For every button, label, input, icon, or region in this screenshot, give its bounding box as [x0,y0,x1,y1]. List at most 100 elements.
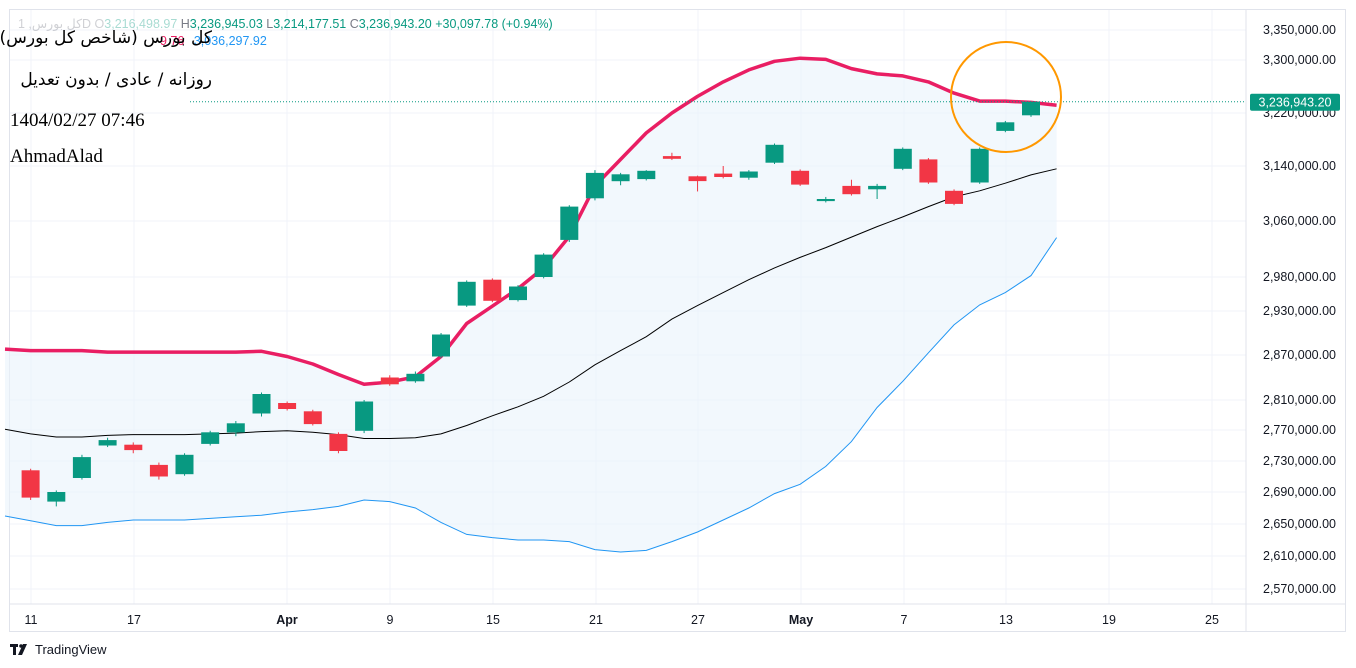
candle-26 [662,152,681,161]
candle-body [72,457,91,478]
time-tick-label: 11 [25,613,38,627]
time-tick-label: 25 [1205,613,1219,627]
candle-body [329,433,348,451]
bollinger-legend: 9.76 3,036,297.92 [160,34,267,48]
candle-body [278,403,297,409]
candle-37 [945,189,963,206]
price-tag-label: 3,236,943.20 [1259,95,1332,109]
time-tick-label: May [789,613,813,627]
candle-24 [611,172,630,186]
candle-30 [765,143,784,165]
candle-body [534,254,553,277]
candle-body [585,172,604,199]
bollinger-upper-value: 9.76 [160,34,185,48]
candle-1 [21,468,40,500]
candle-33 [842,179,861,196]
candle-body [996,122,1015,131]
time-tick-label: 17 [127,613,141,627]
candle-body [637,170,656,180]
candle-19 [483,278,502,303]
last-price-tag: 3,236,943.20 [1250,93,1340,111]
tradingview-logo-icon [10,643,27,655]
candle-12 [303,409,322,426]
author-line: AhmadAlad [10,146,103,167]
close-label: C [349,17,359,31]
price-tick-label: 2,980,000.00 [1263,270,1336,284]
candle-18 [457,280,476,307]
candle-13 [329,432,348,454]
price-tick-label: 3,140,000.00 [1263,159,1336,173]
candle-35 [893,147,912,171]
candle-10 [252,392,271,417]
time-axis: 11 17 Apr 9 15 21 27 May 7 13 19 25 [25,613,1219,627]
close-value: 3,236,943.20 [358,17,432,31]
candles [21,101,1040,507]
price-tick-label: 3,300,000.00 [1263,53,1336,67]
candle-38 [970,147,989,184]
candle-body [406,373,425,382]
time-tick-label: Apr [276,613,298,627]
candle-body [919,159,938,183]
time-tick-label: 21 [589,613,603,627]
price-tick-label: 2,610,000.00 [1263,549,1336,563]
candle-body [662,156,681,159]
candle-body [149,464,168,477]
candle-body [509,286,527,301]
open-value: 3,216,498.97 [104,17,178,31]
tradingview-brand: TradingView [35,642,107,657]
candle-body [611,174,630,182]
candle-body [252,394,271,414]
low-value: 3,214,177.51 [273,17,347,31]
price-tick-label: 3,060,000.00 [1263,214,1336,228]
candle-body [765,144,784,163]
candle-32 [816,196,835,203]
candle-body [868,185,887,190]
candle-39 [996,120,1015,133]
price-tick-label: 2,730,000.00 [1263,454,1336,468]
price-tick-label: 2,650,000.00 [1263,517,1336,531]
price-axis: 3,350,000.003,300,000.003,220,000.003,14… [1263,23,1336,596]
price-tick-label: 2,570,000.00 [1263,582,1336,596]
candle-body [380,377,399,385]
bollinger-lower-line [4,237,1058,553]
candle-16 [406,371,425,383]
price-tick-label: 2,870,000.00 [1263,348,1336,362]
candle-11 [278,401,297,411]
candle-body [226,423,245,433]
price-tag-bg [1250,93,1340,111]
time-tick-label: 7 [901,613,908,627]
open-label: O [94,17,105,31]
candle-4 [98,437,117,448]
candle-6 [149,462,168,480]
time-tick-label: 9 [387,613,394,627]
candle-body [739,171,758,178]
candle-body [124,444,143,451]
ohlc-legend: کل بورس, 1D O3,216,498.97 H3,236,945.03 … [18,16,553,31]
candle-3 [72,454,91,480]
candle-20 [509,285,527,302]
candle-28 [714,166,733,179]
candle-body [688,176,707,182]
candle-5 [124,442,143,454]
period-line: روزانه / عادی / بدون تعدیل [20,70,212,90]
candle-17 [432,333,450,358]
candle-body [47,492,66,502]
candle-body [355,401,374,431]
candle-7 [175,453,194,476]
bollinger-upper-line [4,56,1057,387]
bollinger-lower-value: 3,036,297.92 [193,34,267,48]
highlight-circle [950,41,1062,153]
datetime-line: 1404/02/27 07:46 [10,110,145,131]
candlestick-chart[interactable]: 3,350,000.003,300,000.003,220,000.003,14… [0,0,1356,640]
candle-body [714,173,733,177]
candle-body [970,148,989,183]
tradingview-footer[interactable]: TradingView [10,642,107,657]
low-label: L [266,17,274,31]
candle-body [457,281,476,306]
candle-14 [355,400,374,434]
candle-29 [739,170,758,180]
price-tick-label: 3,350,000.00 [1263,23,1336,37]
candle-body [432,334,450,357]
symbol-faded: کل بورس, 1D [18,17,92,31]
candle-36 [919,158,938,184]
